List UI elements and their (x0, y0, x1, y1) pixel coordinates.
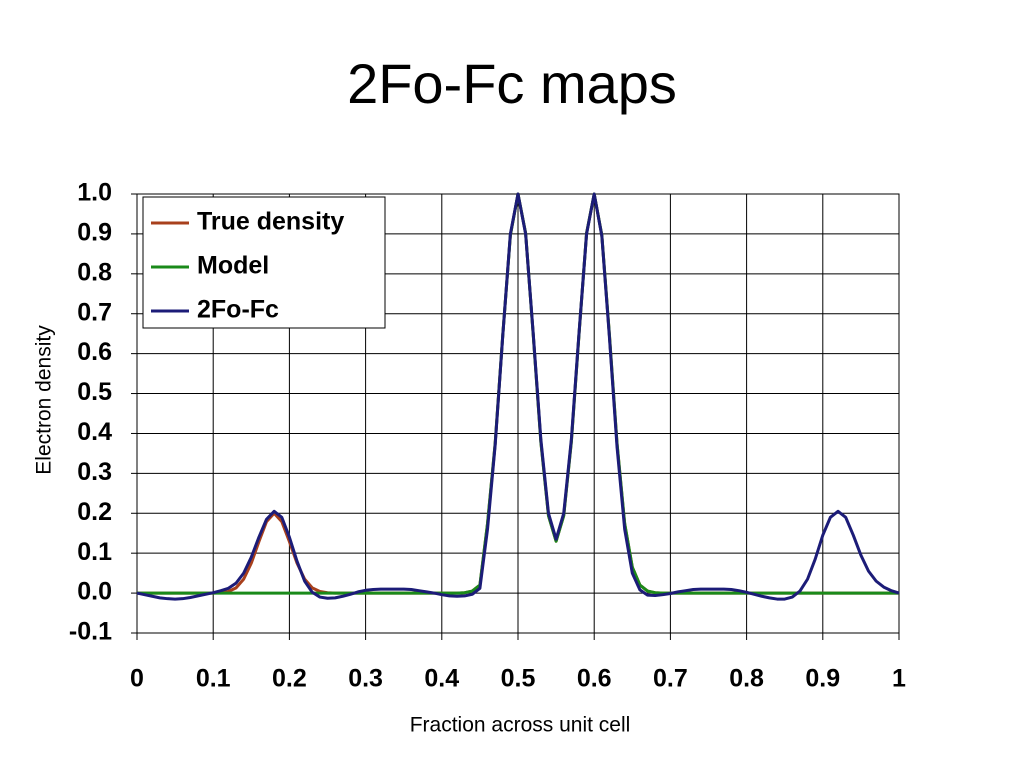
y-tick-label: 0.3 (77, 458, 112, 486)
y-tick-label: 0.5 (77, 378, 112, 406)
x-tick-label: 0.6 (577, 665, 612, 693)
y-tick-label: 0.0 (77, 578, 112, 606)
y-tick-label: 0.7 (77, 298, 112, 326)
y-tick-label: 0.2 (77, 498, 112, 526)
x-tick-label: 0.8 (729, 665, 764, 693)
x-tick-label: 0 (130, 665, 144, 693)
x-tick-label: 0.7 (653, 665, 688, 693)
y-axis-label: Electron density (33, 325, 56, 475)
legend-box (142, 196, 386, 329)
legend: True density Model 2Fo-Fc (142, 196, 386, 329)
y-tick-label: 0.8 (77, 258, 112, 286)
x-axis-label: Fraction across unit cell (410, 714, 631, 737)
y-tick-label: 1.0 (77, 179, 112, 207)
x-tick-label: 0.1 (196, 665, 231, 693)
legend-label: 2Fo-Fc (197, 296, 279, 324)
x-tick-label: 1 (892, 665, 906, 693)
y-tick-label: 0.6 (77, 338, 112, 366)
x-tick-label: 0.4 (424, 665, 459, 693)
legend-label: True density (197, 208, 344, 236)
chart-title: 2Fo-Fc maps (347, 52, 677, 115)
y-tick-label: 0.1 (77, 538, 112, 566)
x-tick-label: 0.3 (348, 665, 383, 693)
x-tick-label: 0.5 (501, 665, 536, 693)
x-tick-label: 0.9 (805, 665, 840, 693)
data-line (136, 192, 900, 601)
x-tick-label: 0.2 (272, 665, 307, 693)
y-tick-label: -0.1 (69, 618, 112, 646)
y-tick-label: 0.9 (77, 219, 112, 247)
legend-label: Model (197, 252, 269, 280)
y-tick-label: 0.4 (77, 418, 112, 446)
